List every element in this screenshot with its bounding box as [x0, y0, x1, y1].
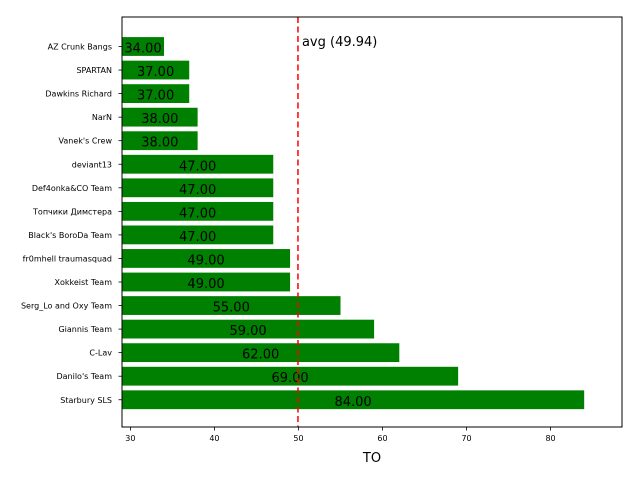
- bar: [122, 37, 165, 56]
- bar-value-label: 55.00: [213, 301, 250, 316]
- y-tick-label: deviant13: [72, 160, 112, 169]
- x-axis-label: TO: [362, 451, 381, 466]
- plot-frame: [121, 16, 623, 428]
- y-tick-label: AZ Crunk Bangs: [48, 43, 112, 52]
- bar: [122, 272, 291, 292]
- y-tick-label: Serg_Lo and Oxy Team: [21, 302, 112, 311]
- bar: [122, 343, 400, 363]
- bar-value-label: 38.00: [141, 136, 178, 151]
- x-tick-label: 80: [545, 434, 555, 443]
- x-tick-label: 70: [461, 434, 471, 443]
- x-tick-label: 30: [125, 434, 135, 443]
- bar-value-label: 37.00: [137, 89, 174, 104]
- bar-value-label: 49.00: [187, 253, 224, 268]
- y-tick-label: Def4onka&CO Team: [32, 184, 112, 193]
- y-tick-label: Dawkins Richard: [45, 90, 112, 99]
- bar-value-label: 47.00: [179, 230, 216, 245]
- bar-value-label: 59.00: [229, 324, 266, 339]
- bar: [122, 296, 341, 315]
- y-tick-label: Danilo's Team: [56, 372, 112, 381]
- bar: [122, 107, 198, 127]
- y-axis-ticks: AZ Crunk Bangs SPARTAN Dawkins Richard NarN…: [21, 43, 122, 405]
- y-tick-label: fr0mhell traumasquad: [23, 254, 112, 263]
- bar-value-label: 69.00: [271, 371, 308, 386]
- y-tick-label: Starbury SLS: [60, 396, 112, 405]
- bar: [122, 154, 274, 174]
- bar: [122, 201, 274, 221]
- bar: [122, 249, 291, 268]
- y-tick-label: Vanek's Crew: [59, 137, 113, 146]
- bar-value-label: 84.00: [334, 395, 371, 410]
- bar: [122, 319, 375, 339]
- x-tick-label: 40: [209, 434, 219, 443]
- y-tick-label: Xokkeist Team: [55, 278, 113, 287]
- average-layer: avg (49.94): [297, 17, 377, 427]
- bar: [122, 178, 274, 198]
- bar-value-label: 47.00: [179, 206, 216, 221]
- bar-value-label: 49.00: [187, 277, 224, 292]
- bars-layer: [122, 37, 585, 410]
- bar-value-label: 47.00: [179, 159, 216, 174]
- bar-value-label: 47.00: [179, 183, 216, 198]
- value-labels-layer: 34.0037.0037.0038.0038.0047.0047.0047.00…: [124, 42, 371, 410]
- bar: [122, 390, 585, 410]
- bar: [122, 366, 459, 386]
- bar: [122, 131, 198, 151]
- bar: [122, 60, 190, 80]
- y-tick-label: Giannis Team: [58, 325, 112, 334]
- y-tick-label: SPARTAN: [76, 66, 112, 75]
- x-axis-ticks: 30 40 50 60 70 80: [125, 427, 556, 443]
- bar-value-label: 37.00: [137, 65, 174, 80]
- bar-value-label: 34.00: [124, 42, 161, 57]
- x-tick-label: 60: [377, 434, 387, 443]
- x-tick-label: 50: [293, 434, 303, 443]
- bar-value-label: 38.00: [141, 112, 178, 127]
- bar: [122, 225, 274, 245]
- bar: [122, 84, 190, 103]
- y-tick-label: Black's BoroDa Team: [28, 231, 112, 240]
- y-tick-label: NarN: [92, 113, 112, 122]
- y-tick-label: Топчики Димстера: [32, 207, 112, 216]
- average-label: avg (49.94): [302, 35, 377, 50]
- y-tick-label: C-Lav: [89, 349, 112, 358]
- bar-value-label: 62.00: [242, 348, 279, 363]
